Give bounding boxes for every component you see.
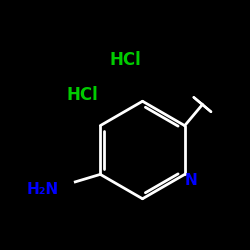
Text: HCl: HCl [109,51,141,69]
Text: H₂N: H₂N [26,182,58,198]
Text: N: N [184,173,197,188]
Text: HCl: HCl [66,86,98,104]
